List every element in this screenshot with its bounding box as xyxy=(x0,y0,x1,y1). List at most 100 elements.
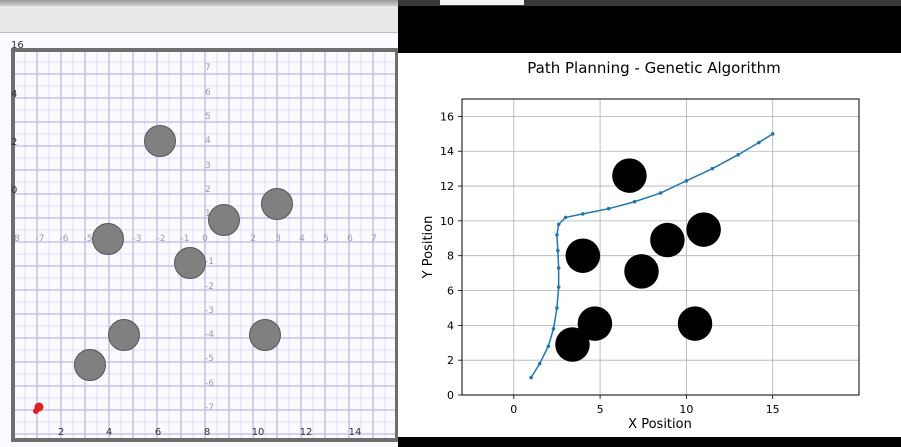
canvas-obstacle[interactable] xyxy=(174,247,206,279)
canvas-obstacle[interactable] xyxy=(249,319,281,351)
canvas-mid-y-tick: -2 xyxy=(205,282,214,292)
canvas-obstacle[interactable] xyxy=(108,319,140,351)
path-point xyxy=(736,152,740,157)
canvas-mid-y-tick: 7 xyxy=(205,63,211,73)
canvas-mid-x-tick: -1 xyxy=(181,234,190,244)
canvas-mid-x-tick: 7 xyxy=(371,234,377,244)
canvas-mid-x-tick: -5 xyxy=(84,234,93,244)
path-point xyxy=(556,266,561,270)
canvas-mid-x-tick: 2 xyxy=(250,234,256,244)
right-window-tab[interactable] xyxy=(440,0,524,5)
start-marker xyxy=(33,402,44,414)
canvas-mid-y-tick: -6 xyxy=(205,379,214,389)
y-tick-label: 4 xyxy=(447,319,454,332)
canvas-mid-y-tick: 3 xyxy=(205,161,211,171)
path-point xyxy=(556,222,561,227)
canvas-mid-x-tick: -3 xyxy=(133,234,142,244)
y-tick-label: 16 xyxy=(440,110,454,123)
right-window-toolbar-area xyxy=(398,6,901,53)
plot-obstacle xyxy=(650,222,685,258)
right-window-titlebar xyxy=(398,0,901,6)
plot-obstacle xyxy=(677,306,713,341)
canvas-mid-x-tick: -7 xyxy=(36,234,45,244)
y-tick-label: 10 xyxy=(440,215,454,228)
path-point xyxy=(757,140,761,145)
canvas-mid-y-tick: 1 xyxy=(205,209,211,219)
canvas-x-tick: 12 xyxy=(300,427,313,438)
path-point xyxy=(684,179,689,183)
plot-obstacle xyxy=(624,254,659,289)
plot-obstacle xyxy=(686,212,721,247)
path-point xyxy=(555,248,560,253)
canvas-obstacle[interactable] xyxy=(92,223,124,255)
canvas-mid-x-tick: 5 xyxy=(323,234,329,244)
canvas-mid-y-tick: 6 xyxy=(205,88,211,98)
canvas-mid-y-tick: 4 xyxy=(205,136,211,146)
grid-canvas[interactable]: 2468101214164208-7-6-5-4-3-2-10234567765… xyxy=(0,33,398,447)
canvas-mid-x-tick: -2 xyxy=(157,234,166,244)
plot-obstacle xyxy=(565,238,601,273)
canvas-obstacle[interactable] xyxy=(144,125,176,157)
path-point xyxy=(546,344,551,349)
path-point xyxy=(606,206,611,211)
left-window-titlebar xyxy=(0,0,398,6)
plot-obstacles xyxy=(555,158,721,362)
plot-tick-labels: 0 5 10 15 0 2 4 6 8 10 12 14 16 xyxy=(440,110,780,416)
grid-obstacles xyxy=(74,125,293,381)
grid-tick-labels: 2468101214164208-7-6-5-4-3-2-10234567765… xyxy=(11,40,377,438)
plot-title: Path Planning - Genetic Algorithm xyxy=(527,59,780,77)
canvas-y-tick: 4 xyxy=(11,89,17,100)
canvas-obstacle[interactable] xyxy=(261,188,293,220)
canvas-x-tick: 4 xyxy=(106,427,112,438)
canvas-obstacle[interactable] xyxy=(74,349,106,381)
plot-path xyxy=(529,132,775,380)
plot-obstacle xyxy=(577,306,613,341)
y-axis-label: Y Position xyxy=(421,216,436,280)
x-tick-label: 15 xyxy=(766,403,780,416)
path-point xyxy=(658,191,663,195)
start-marker-dot[interactable] xyxy=(33,408,39,414)
path-point xyxy=(770,132,775,136)
x-tick-label: 0 xyxy=(510,403,517,416)
canvas-mid-y-tick: -1 xyxy=(205,257,214,267)
canvas-mid-x-tick: 3 xyxy=(275,234,281,244)
canvas-x-tick: 10 xyxy=(252,427,265,438)
y-tick-label: 12 xyxy=(440,180,454,193)
canvas-mid-x-tick: 6 xyxy=(347,234,353,244)
y-tick-label: 8 xyxy=(447,250,454,263)
canvas-mid-x-tick: -6 xyxy=(60,234,69,244)
y-tick-label: 6 xyxy=(447,285,454,298)
path-plot: Path Planning - Genetic Algorithm 0 5 10 15… xyxy=(421,59,860,432)
path-point xyxy=(555,306,559,310)
path-point xyxy=(555,233,559,237)
canvas-y-tick: 16 xyxy=(11,40,24,51)
path-point xyxy=(551,327,556,331)
plot-axes-frame xyxy=(461,98,860,396)
path-point xyxy=(581,212,585,216)
left-window-toolbar xyxy=(0,6,398,33)
canvas-mid-y-tick: 5 xyxy=(205,112,211,122)
path-line xyxy=(530,133,774,378)
x-tick-label: 5 xyxy=(597,403,604,416)
canvas-mid-x-tick: 4 xyxy=(299,234,305,244)
canvas-mid-y-tick: 2 xyxy=(205,185,211,195)
canvas-obstacle[interactable] xyxy=(208,204,240,236)
figure-canvas: Path Planning - Genetic Algorithm 0 5 10 15… xyxy=(398,53,901,437)
right-window-bottom-bar xyxy=(398,437,901,447)
canvas-border xyxy=(11,48,398,442)
canvas-mid-x-tick: 0 xyxy=(202,234,208,244)
path-point xyxy=(563,215,568,220)
grid-canvas-panel[interactable]: 2468101214164208-7-6-5-4-3-2-10234567765… xyxy=(0,33,398,447)
path-point xyxy=(556,285,561,289)
canvas-mid-y-tick: -7 xyxy=(205,403,214,413)
canvas-x-tick: 6 xyxy=(155,427,161,438)
x-axis-label: X Position xyxy=(628,417,692,432)
plot-obstacle xyxy=(612,158,647,193)
canvas-x-tick: 2 xyxy=(58,427,64,438)
canvas-mid-x-tick: 8 xyxy=(14,234,20,244)
y-tick-label: 14 xyxy=(440,145,454,158)
canvas-y-tick: 2 xyxy=(11,137,17,148)
y-tick-label: 2 xyxy=(447,354,454,367)
canvas-x-tick: 8 xyxy=(204,427,210,438)
canvas-mid-y-tick: -3 xyxy=(205,306,214,316)
